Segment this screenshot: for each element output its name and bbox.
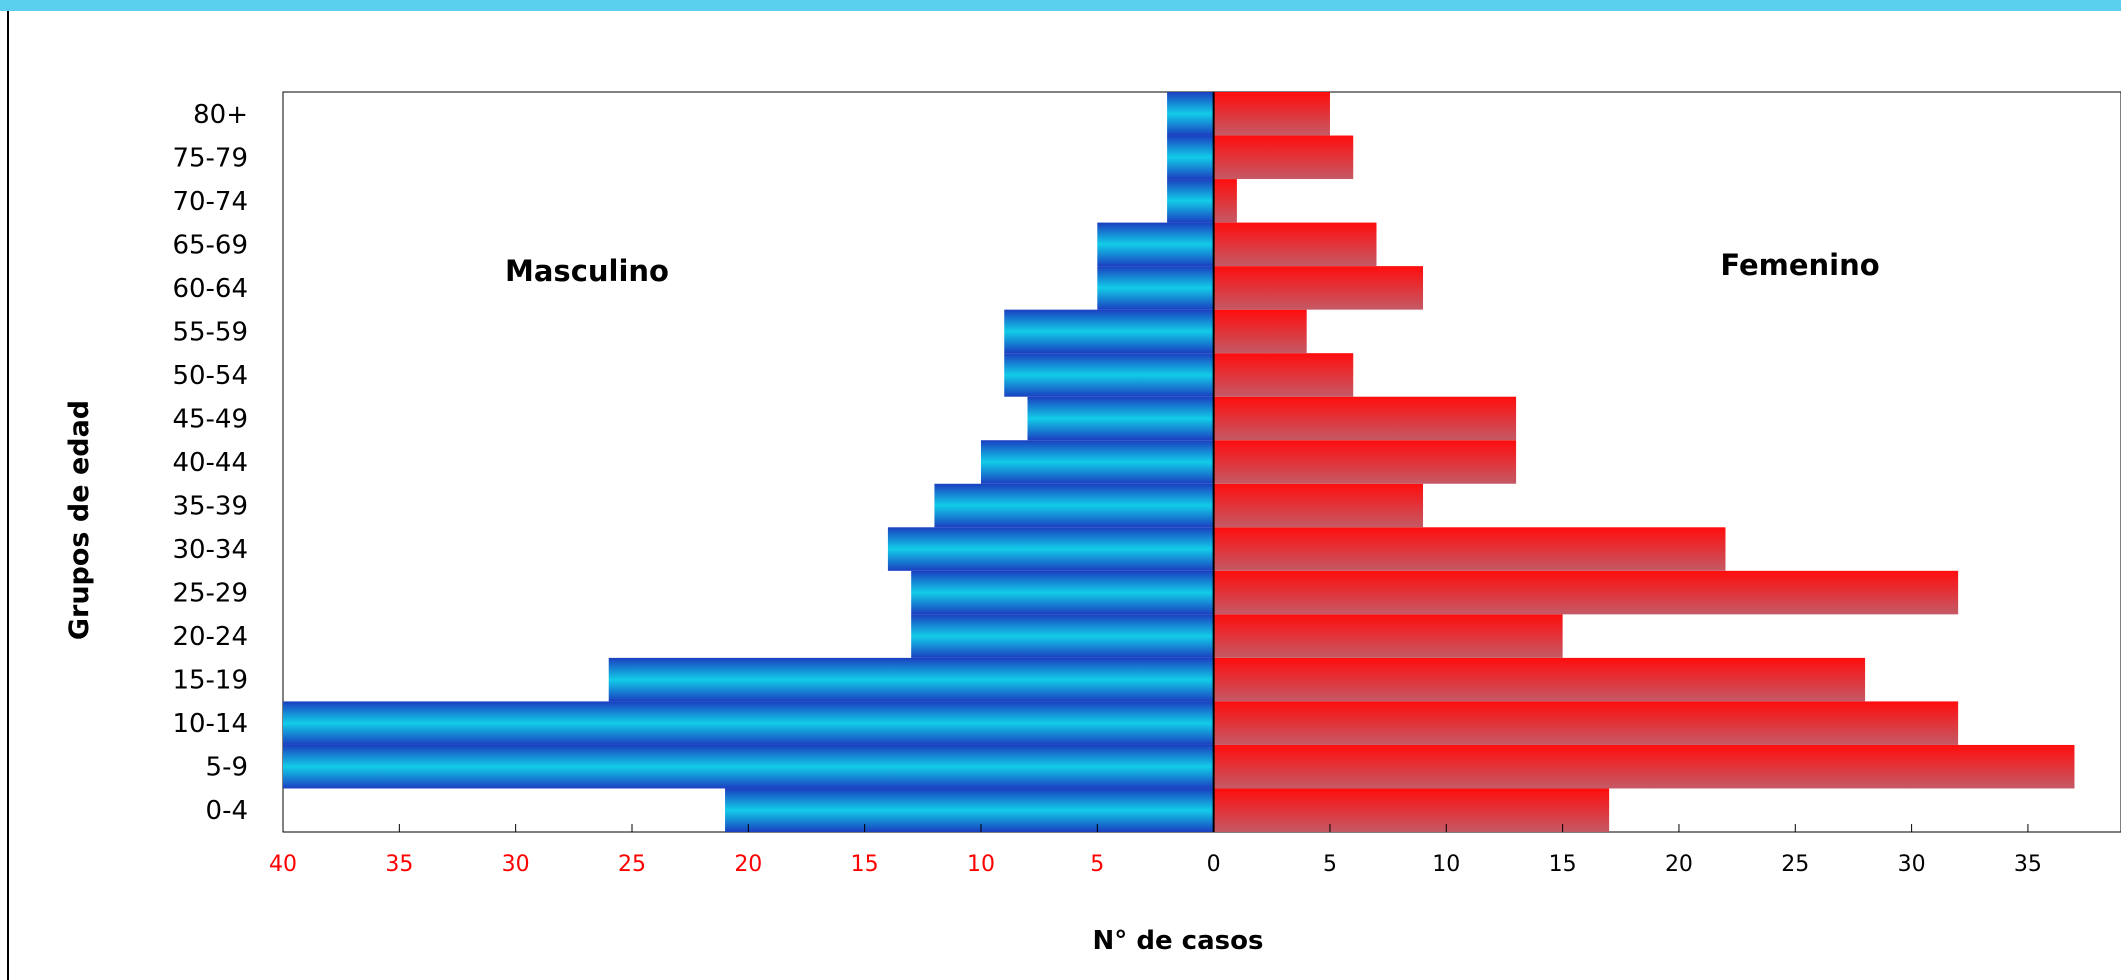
bar-masculino-40-44	[980, 440, 1214, 484]
bar-femenino-10-14	[1213, 701, 1959, 745]
bar-femenino-25-29	[1213, 570, 1959, 615]
bar-masculino-60-64	[1097, 266, 1214, 310]
x-tick-label: 10	[1432, 852, 1460, 877]
y-tick-label: 15-19	[172, 666, 248, 696]
x-tick-label: 35	[385, 852, 413, 877]
x-tick-label: 25	[618, 852, 646, 877]
y-tick-label: 55-59	[172, 317, 248, 347]
x-tick-label: 10	[967, 852, 995, 877]
x-tick-label: 15	[1549, 852, 1577, 877]
bar-masculino-25-29	[911, 570, 1214, 615]
bar-femenino-65-69	[1213, 222, 1377, 267]
bar-femenino-45-49	[1213, 396, 1517, 441]
y-tick-label: 30-34	[172, 535, 248, 565]
bar-femenino-55-59	[1213, 309, 1307, 354]
masculino-label: Masculino	[505, 254, 669, 288]
bar-masculino-30-34	[887, 527, 1214, 571]
bar-masculino-55-59	[1004, 309, 1214, 354]
y-tick-label: 60-64	[172, 274, 248, 304]
y-tick-label: 5-9	[206, 753, 248, 783]
bar-masculino-35-39	[934, 483, 1214, 528]
bar-masculino-70-74	[1167, 179, 1214, 223]
bar-femenino-5-9	[1213, 744, 2075, 789]
bar-masculino-75-79	[1167, 135, 1214, 180]
x-axis-title: N° de casos	[1093, 926, 1264, 956]
bar-masculino-45-49	[1027, 396, 1214, 441]
bar-femenino-50-54	[1213, 353, 1354, 397]
bar-masculino-5-9	[283, 744, 1214, 789]
bar-femenino-80+	[1213, 92, 1330, 136]
x-tick-label: 5	[1090, 852, 1104, 877]
x-tick-label: 20	[1665, 852, 1693, 877]
bar-masculino-0-4	[725, 788, 1214, 832]
y-tick-label: 25-29	[172, 579, 248, 609]
bar-femenino-60-64	[1213, 266, 1424, 310]
x-tick-label: 35	[2014, 852, 2042, 877]
y-tick-label: 20-24	[172, 622, 248, 652]
y-tick-label: 65-69	[172, 230, 248, 260]
bar-femenino-30-34	[1213, 527, 1726, 571]
bar-femenino-70-74	[1213, 179, 1237, 223]
x-tick-label: 30	[502, 852, 530, 877]
y-tick-label: 70-74	[172, 187, 248, 217]
bar-masculino-65-69	[1097, 222, 1214, 267]
y-axis-title: Grupos de edad	[64, 400, 95, 640]
y-tick-label: 80+	[193, 100, 248, 130]
bar-masculino-10-14	[283, 701, 1214, 745]
y-tick-label: 10-14	[172, 709, 248, 739]
y-tick-label: 45-49	[172, 404, 248, 434]
y-tick-label: 35-39	[172, 492, 248, 522]
x-tick-label: 25	[1781, 852, 1809, 877]
y-tick-label: 50-54	[172, 361, 248, 391]
bar-masculino-50-54	[1004, 353, 1214, 397]
y-tick-label: 0-4	[206, 796, 248, 826]
bar-masculino-80+	[1167, 92, 1214, 136]
y-tick-label: 75-79	[172, 143, 248, 173]
x-tick-label: 40	[269, 852, 297, 877]
bar-femenino-15-19	[1213, 657, 1866, 702]
x-tick-label: 30	[1898, 852, 1926, 877]
bar-femenino-35-39	[1213, 483, 1424, 528]
bar-masculino-20-24	[911, 614, 1214, 658]
x-tick-label: 15	[851, 852, 879, 877]
bar-femenino-20-24	[1213, 614, 1563, 658]
x-tick-label: 5	[1323, 852, 1337, 877]
top-bar	[0, 0, 2121, 11]
bar-femenino-0-4	[1213, 788, 1610, 832]
x-tick-label: 20	[734, 852, 762, 877]
bar-masculino-15-19	[608, 657, 1214, 702]
bar-femenino-40-44	[1213, 440, 1517, 484]
y-tick-label: 40-44	[172, 448, 248, 478]
x-tick-label: 0	[1207, 852, 1221, 877]
bar-femenino-75-79	[1213, 135, 1354, 180]
femenino-label: Femenino	[1720, 248, 1879, 282]
